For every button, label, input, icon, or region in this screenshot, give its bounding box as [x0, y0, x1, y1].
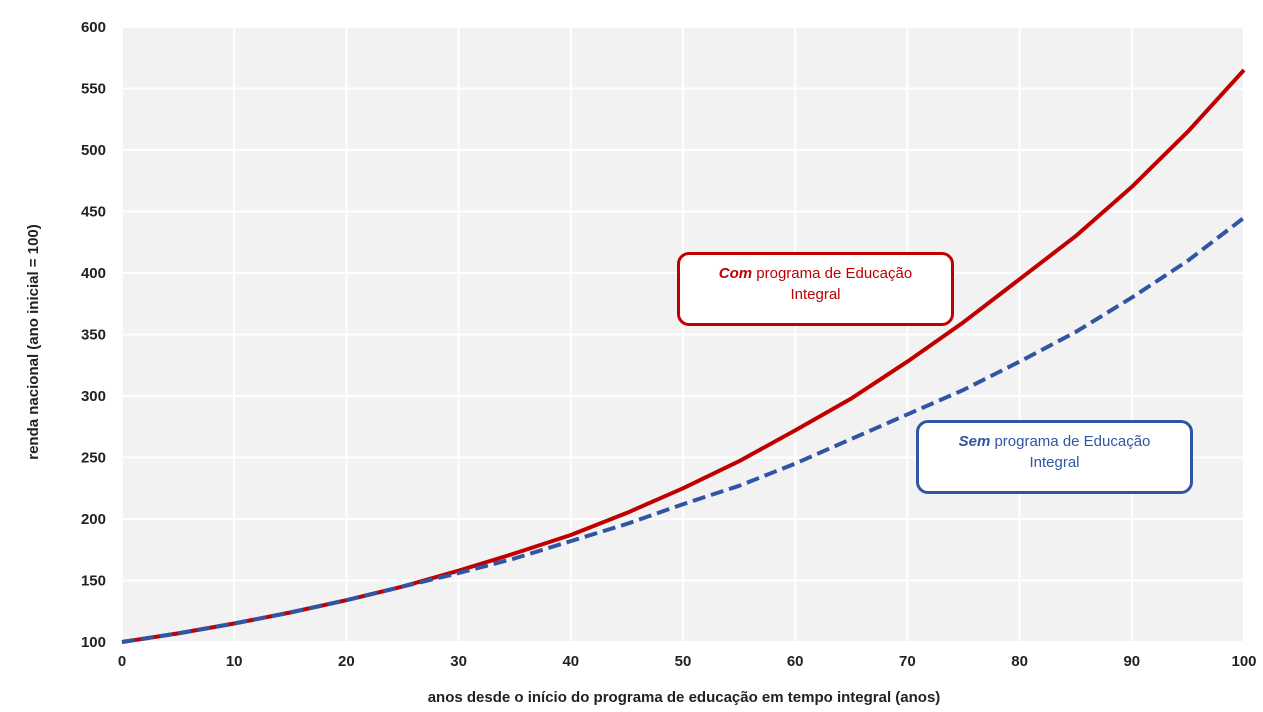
grid-layer	[121, 26, 1245, 643]
x-tick-label: 40	[562, 653, 579, 670]
annotation-com-line2: Integral	[790, 286, 841, 303]
x-tick-label: 50	[675, 653, 692, 670]
x-tick-label: 70	[899, 653, 916, 670]
y-tick-label: 100	[81, 634, 106, 651]
y-axis-title: renda nacional (ano inicial = 100)	[25, 224, 42, 460]
y-tick-label: 450	[81, 204, 106, 221]
y-tick-label: 250	[81, 450, 106, 467]
y-tick-label: 300	[81, 388, 106, 405]
annotation-sem-emph: Sem	[958, 433, 991, 450]
annotation-com-emph: Com	[718, 265, 753, 282]
x-tick-label: 10	[226, 653, 243, 670]
x-tick-label: 60	[787, 653, 804, 670]
y-tick-label: 500	[81, 142, 106, 159]
y-tick-label: 150	[81, 573, 106, 590]
y-tick-label: 350	[81, 327, 106, 344]
annotation-com-rest: programa de Educação	[752, 265, 913, 282]
x-tick-label: 90	[1123, 653, 1140, 670]
annotation-sem-rest: programa de Educação	[990, 433, 1151, 450]
annotation-com-programa: Com programa de Educação Integral	[677, 252, 954, 326]
x-tick-label: 80	[1011, 653, 1028, 670]
annotation-sem-line2: Integral	[1029, 454, 1080, 471]
series-layer	[121, 68, 1246, 644]
x-tick-label: 100	[1231, 653, 1256, 670]
tick-layer: 0 10 20 30 40 50 60 70 80 90 100 100 150 200 250 300 350…	[81, 19, 1257, 670]
y-tick-label: 600	[81, 19, 106, 36]
x-tick-label: 0	[118, 653, 126, 670]
y-tick-label: 200	[81, 511, 106, 528]
x-tick-label: 30	[450, 653, 467, 670]
x-axis-title: anos desde o início do programa de educa…	[428, 689, 941, 706]
series-line-sem-programa	[121, 216, 1246, 644]
x-tick-label: 20	[338, 653, 355, 670]
annotation-sem-programa: Sem programa de Educação Integral	[916, 420, 1193, 494]
y-tick-label: 550	[81, 81, 106, 98]
y-tick-label: 400	[81, 265, 106, 282]
